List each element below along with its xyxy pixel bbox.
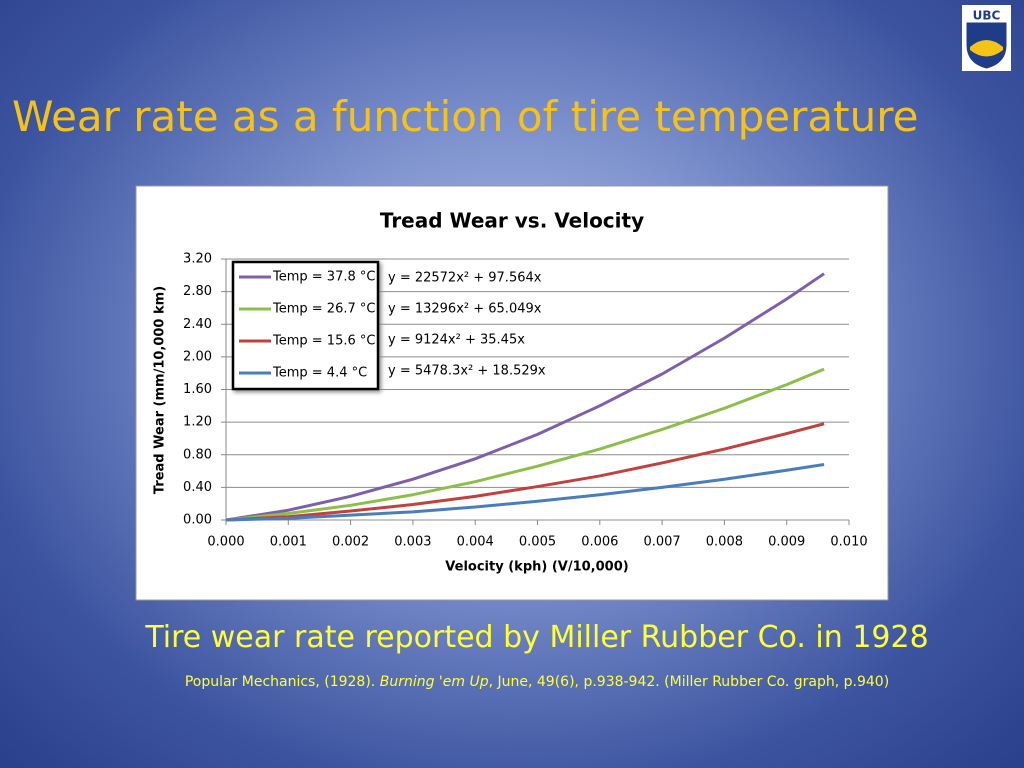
y-tick-label: 1.20 bbox=[183, 415, 212, 430]
y-tick-label: 0.80 bbox=[183, 447, 212, 462]
x-tick-label: 0.002 bbox=[332, 535, 369, 550]
y-axis-label: Tread Wear (mm/10,000 km) bbox=[153, 286, 168, 494]
citation-text: , June, 49(6), p.938-942. (Miller Rubber… bbox=[488, 674, 890, 690]
y-tick-label: 0.40 bbox=[183, 480, 212, 495]
x-tick-label: 0.003 bbox=[394, 535, 431, 550]
y-tick-label: 2.80 bbox=[183, 284, 212, 299]
x-tick-label: 0.010 bbox=[830, 535, 867, 550]
equation: y = 13296x² + 65.049x bbox=[388, 302, 542, 317]
y-tick-label: 2.40 bbox=[183, 317, 212, 332]
x-tick-label: 0.000 bbox=[207, 535, 244, 550]
y-tick-label: 1.60 bbox=[183, 382, 212, 397]
x-axis-label: Velocity (kph) (V/10,000) bbox=[445, 560, 628, 575]
y-tick-label: 2.00 bbox=[183, 349, 212, 364]
legend-label: Temp = 37.8 °C bbox=[272, 270, 375, 285]
y-tick-label: 0.00 bbox=[183, 513, 212, 528]
x-tick-label: 0.005 bbox=[519, 535, 556, 550]
y-tick-label: 3.20 bbox=[183, 252, 212, 267]
x-tick-label: 0.006 bbox=[581, 535, 618, 550]
data-line bbox=[225, 422, 825, 522]
subtitle: Tire wear rate reported by Miller Rubber… bbox=[145, 620, 929, 655]
equation: y = 22572x² + 97.564x bbox=[388, 271, 542, 286]
citation-text: Popular Mechanics, (1928). bbox=[184, 674, 380, 690]
data-line bbox=[225, 272, 825, 522]
data-line bbox=[225, 367, 825, 522]
x-tick-label: 0.001 bbox=[270, 535, 307, 550]
chart-title: Tread Wear vs. Velocity bbox=[380, 209, 644, 233]
slide-title: Wear rate as a function of tire temperat… bbox=[12, 92, 919, 141]
citation: Popular Mechanics, (1928). Burning 'em U… bbox=[0, 674, 1024, 690]
x-tick-label: 0.009 bbox=[768, 535, 805, 550]
legend bbox=[231, 260, 380, 391]
legend-label: Temp = 4.4 °C bbox=[272, 366, 367, 381]
x-tick-label: 0.008 bbox=[706, 535, 743, 550]
x-tick-label: 0.004 bbox=[457, 535, 494, 550]
data-line bbox=[225, 463, 825, 522]
equation: y = 5478.3x² + 18.529x bbox=[388, 364, 546, 379]
legend-label: Temp = 26.7 °C bbox=[272, 302, 375, 317]
x-tick-label: 0.007 bbox=[643, 535, 680, 550]
logo: UBC bbox=[962, 5, 1011, 71]
legend-label: Temp = 15.6 °C bbox=[272, 334, 375, 349]
equation: y = 9124x² + 35.45x bbox=[388, 333, 525, 348]
logo-text: UBC bbox=[973, 9, 1001, 23]
citation-title: Burning 'em Up bbox=[379, 674, 489, 690]
